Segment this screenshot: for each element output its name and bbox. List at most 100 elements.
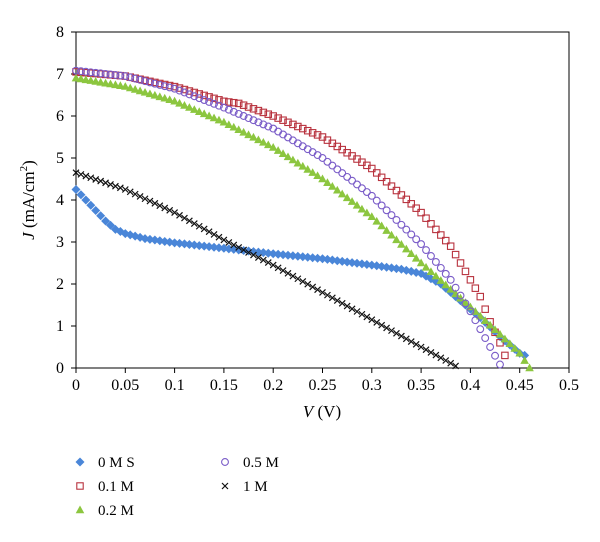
data-point [387,230,396,239]
data-point [402,225,411,234]
data-series [71,66,534,372]
data-point [412,235,421,244]
data-point [254,106,263,115]
data-point [81,195,91,205]
data-point [314,286,321,294]
data-point [422,346,430,354]
data-point [392,186,401,195]
plot-frame [75,31,570,369]
y-axis-label: J (mA/cm2) [18,160,38,240]
data-point [476,325,485,334]
data-point [461,298,470,306]
data-point [101,78,110,87]
legend: 0 M S 0.1 M 0.2 M 0.5 M 1 M [75,455,279,519]
data-point [210,99,218,108]
data-point [362,188,371,196]
data-point [141,195,149,203]
y-tick-label: 8 [56,24,64,41]
data-point [432,225,440,234]
data-point [274,264,282,272]
data-point [131,74,140,83]
data-point [299,278,307,285]
data-point [337,189,347,198]
data-point [200,225,208,233]
data-point [283,152,293,161]
data-point [135,86,145,95]
data-point [279,116,287,124]
legend-marker [75,505,85,514]
data-point [303,165,313,173]
data-point [180,85,189,94]
data-point [215,233,223,241]
data-point [298,161,308,170]
data-point [230,241,238,249]
x-tick-label: 0.45 [506,377,534,394]
data-point [125,83,135,92]
legend-item: 0.1 M [76,479,134,495]
data-point [214,115,224,124]
data-point [239,101,248,109]
data-point [76,74,86,83]
data-point [86,200,96,210]
data-point [432,351,440,359]
data-point [338,299,346,307]
data-point [387,182,396,190]
data-point [190,220,198,227]
data-point [176,211,183,219]
data-point [180,88,189,97]
data-point [520,350,530,360]
data-point [156,202,164,210]
data-point [121,82,130,90]
data-point [485,320,495,329]
data-point [451,250,460,259]
data-point [471,284,480,292]
x-axis-ticks: 0 0.05 0.1 0.15 0.2 0.25 0.3 0.35 0.4 0.45 0.5 [72,368,579,394]
legend-marker [221,482,229,490]
data-point [417,343,425,351]
data-point [239,112,248,120]
data-point [278,149,288,157]
data-point [437,354,445,362]
data-point [259,256,267,264]
data-point [101,69,110,78]
data-point [382,206,391,215]
data-point [274,114,282,122]
data-point [91,206,101,215]
data-point [456,291,465,300]
data-point [141,77,149,86]
data-point [244,114,253,123]
data-point [155,92,165,101]
series-0.1-m [72,68,509,360]
data-point [486,343,495,351]
data-point [101,216,111,226]
data-point [76,67,85,76]
data-point [357,184,366,193]
data-point [427,252,435,260]
data-point [215,96,223,104]
data-point [368,316,376,324]
data-point [126,188,134,196]
series-0.2-m [71,73,534,372]
data-point [111,71,120,79]
data-point [215,101,223,110]
data-point [107,181,114,188]
data-point [219,117,229,126]
data-point [96,211,106,221]
data-point [347,197,357,205]
y-axis-ticks: 0 1 2 3 4 5 6 7 8 [56,24,76,377]
data-point [352,200,362,209]
data-point [140,87,150,96]
data-point [333,297,341,305]
data-point [343,172,352,181]
data-point [422,246,430,255]
data-point [342,193,352,202]
data-point [166,206,174,214]
data-point [181,214,188,222]
data-point [402,244,411,253]
data-point [294,122,302,131]
data-point [234,99,243,108]
data-point [397,240,406,248]
data-point [392,216,401,224]
data-point [397,332,405,340]
